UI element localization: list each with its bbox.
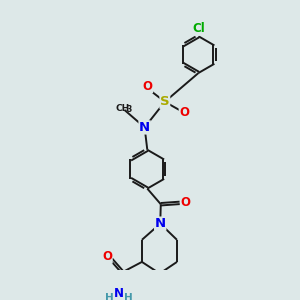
Text: N: N xyxy=(155,217,166,230)
Text: N: N xyxy=(139,121,150,134)
Text: S: S xyxy=(160,95,169,108)
Text: O: O xyxy=(179,106,189,119)
Text: N: N xyxy=(114,287,124,300)
Text: O: O xyxy=(102,250,112,263)
Text: O: O xyxy=(142,80,153,93)
Text: 3: 3 xyxy=(127,105,132,114)
Text: H: H xyxy=(105,293,113,300)
Text: O: O xyxy=(181,196,190,209)
Text: Cl: Cl xyxy=(193,22,206,35)
Text: H: H xyxy=(124,293,133,300)
Text: CH: CH xyxy=(115,104,129,113)
